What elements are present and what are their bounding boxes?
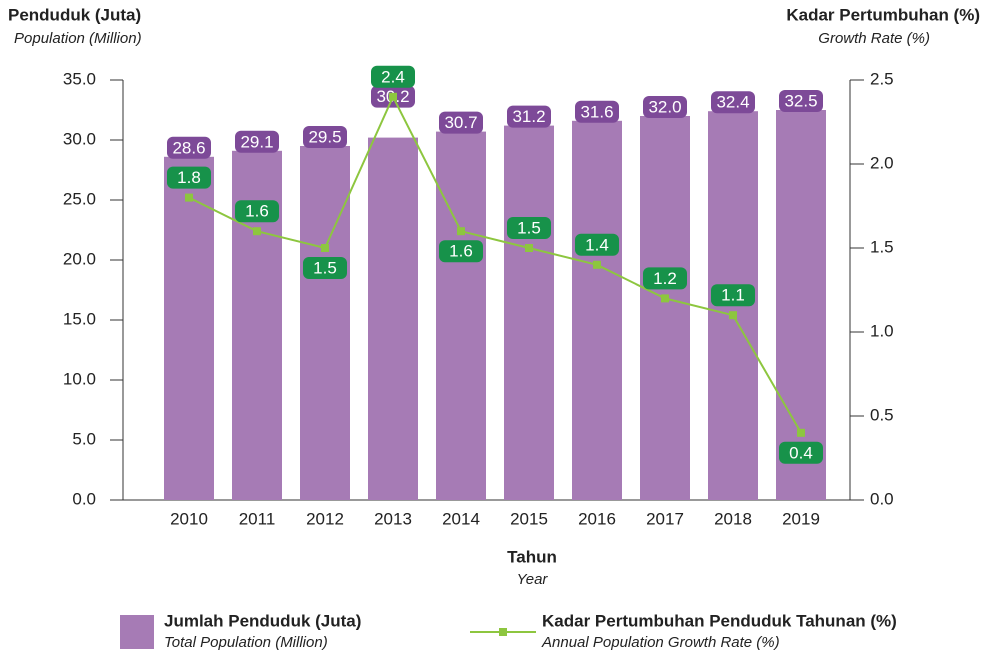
x-tick-label: 2018 — [714, 509, 752, 528]
legend-label: Kadar Pertumbuhan Penduduk Tahunan (%) — [542, 611, 897, 630]
bar — [640, 116, 690, 500]
line-point — [457, 227, 465, 236]
line-point — [661, 294, 669, 303]
line-label-bg — [235, 200, 279, 223]
y2-tick-label: 1.5 — [870, 237, 894, 256]
line — [188, 94, 802, 434]
line-label: 1.8 — [177, 168, 201, 187]
y-tick-label: 20.0 — [63, 249, 96, 268]
line-label-bg — [439, 240, 483, 263]
line-label: 1.2 — [653, 269, 677, 288]
bar — [776, 110, 826, 500]
bar-label-bg — [643, 96, 687, 118]
y-axis-title: Penduduk (Juta) — [8, 5, 141, 24]
x-tick-label: 2019 — [782, 509, 820, 528]
line-point — [729, 311, 737, 320]
line-label-bg — [371, 65, 415, 88]
bar-label-bg — [711, 91, 755, 114]
x-tick-label: 2012 — [306, 509, 344, 528]
bar — [504, 125, 554, 500]
legend-sublabel: Total Population (Million) — [164, 634, 328, 651]
legend-marker — [499, 628, 507, 636]
y2-axis-subtitle: Growth Rate (%) — [818, 30, 930, 47]
bar-label-bg — [575, 100, 619, 123]
line-label: 1.6 — [449, 242, 473, 261]
bar — [300, 146, 350, 500]
y-tick-label: 35.0 — [63, 69, 96, 88]
line-label-bg — [711, 284, 755, 307]
line-label-bg — [575, 233, 619, 256]
x-tick-label: 2016 — [578, 509, 616, 528]
bar-label: 29.5 — [308, 127, 341, 146]
legend-sublabel: Annual Population Growth Rate (%) — [541, 634, 780, 651]
bar-label: 32.5 — [784, 91, 817, 110]
y2-tick-label: 0.5 — [870, 405, 894, 424]
bar-label: 32.4 — [716, 93, 749, 112]
bar-label-bg — [235, 130, 279, 153]
y-tick-label: 15.0 — [63, 309, 96, 328]
line-label-bg — [507, 217, 551, 239]
x-tick-label: 2017 — [646, 509, 684, 528]
legend-label: Jumlah Penduduk (Juta) — [164, 611, 361, 630]
bar-label: 31.6 — [580, 102, 613, 121]
line-point — [797, 428, 805, 437]
y-tick-label: 10.0 — [63, 369, 96, 388]
line-label: 1.6 — [245, 202, 269, 221]
bar-label-bg — [779, 90, 823, 112]
line-point — [253, 227, 261, 236]
bar — [572, 120, 622, 501]
y-tick-label: 25.0 — [63, 189, 96, 208]
y2-tick-label: 0.0 — [870, 489, 894, 508]
bar-label: 28.6 — [172, 138, 205, 157]
bar-label: 31.2 — [512, 107, 545, 126]
x-tick-label: 2011 — [239, 509, 276, 528]
bar-label: 29.1 — [240, 132, 273, 151]
x-tick-label: 2013 — [374, 509, 412, 528]
bar — [436, 131, 486, 500]
bar — [164, 156, 214, 501]
y-tick-label: 5.0 — [72, 429, 96, 448]
y2-axis-title: Kadar Pertumbuhan (%) — [786, 5, 980, 24]
line-label-bg — [167, 166, 211, 189]
line-label: 1.5 — [517, 218, 541, 237]
y-tick-label: 30.0 — [63, 129, 96, 148]
y2-tick-label: 1.0 — [870, 321, 894, 340]
line-point — [321, 244, 329, 252]
bar-label: 30.7 — [444, 113, 477, 132]
x-tick-label: 2010 — [170, 509, 208, 528]
x-axis-subtitle: Year — [517, 571, 549, 588]
y-tick-label: 0.0 — [72, 489, 96, 508]
y2-tick-label: 2.5 — [870, 69, 894, 88]
line-label: 2.4 — [381, 67, 405, 86]
x-tick-label: 2015 — [510, 509, 548, 528]
bar-label-bg — [167, 136, 211, 159]
line-point — [185, 193, 193, 202]
legend-swatch — [120, 615, 154, 649]
line-label-bg — [643, 267, 687, 290]
bar-label-bg — [303, 126, 347, 148]
y2-tick-label: 2.0 — [870, 153, 894, 172]
bar-label: 32.0 — [648, 97, 681, 116]
line-point — [525, 244, 533, 252]
line-label-bg — [779, 441, 823, 464]
bar-label-bg — [507, 105, 551, 128]
bar — [368, 137, 418, 500]
line-label: 1.4 — [585, 235, 609, 254]
line-label-bg — [303, 257, 347, 279]
x-axis-title: Tahun — [507, 547, 557, 566]
bar-label-bg — [439, 111, 483, 134]
y-axis-subtitle: Population (Million) — [14, 30, 142, 47]
line-label: 0.4 — [789, 443, 813, 462]
line-point — [389, 92, 397, 101]
line-label: 1.1 — [721, 286, 745, 305]
x-tick-label: 2014 — [442, 509, 480, 528]
line-label: 1.5 — [313, 258, 337, 277]
line-point — [593, 260, 601, 269]
